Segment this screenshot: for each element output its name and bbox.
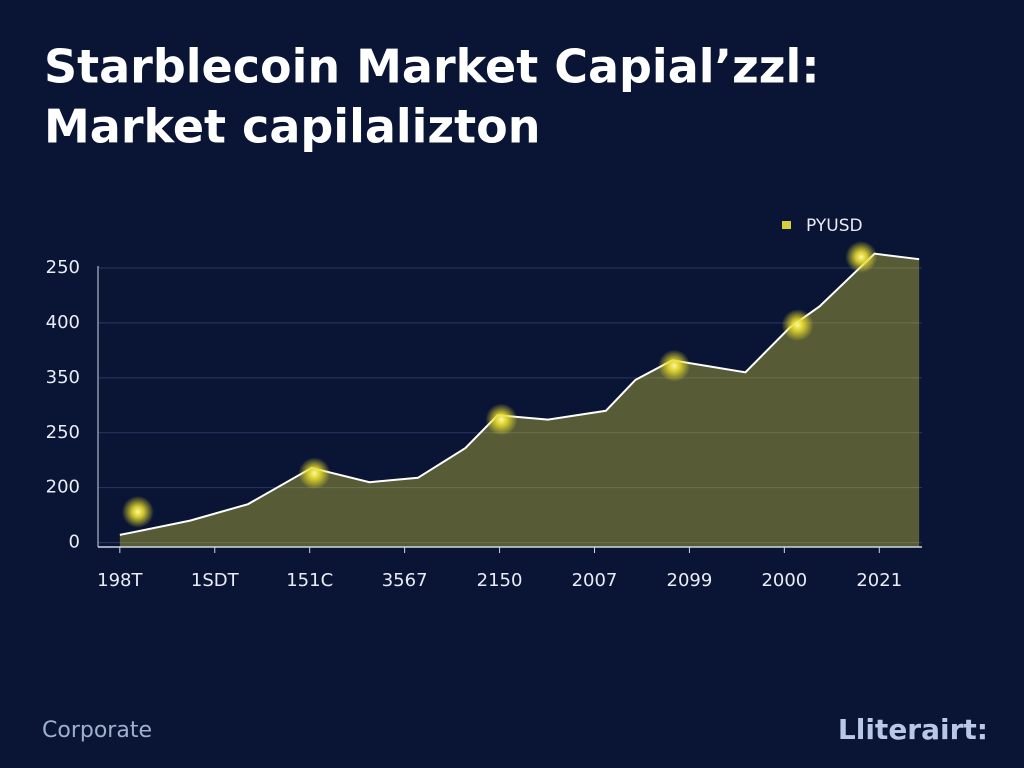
x-tick-label: 2007 — [572, 570, 618, 591]
y-tick-label: 250 — [46, 422, 80, 443]
x-tick-label: 151C — [286, 570, 333, 591]
x-tick-label: 2021 — [856, 570, 902, 591]
y-tick-label: 200 — [46, 477, 80, 498]
chart-title: Starblecoin Market Capial’zzl: — [44, 40, 820, 94]
highlight-marker — [845, 240, 878, 273]
y-tick-label: 0 — [69, 532, 80, 553]
x-tick-label: 2099 — [667, 570, 713, 591]
footer: Corporate — [42, 718, 152, 743]
x-tick-label: 3567 — [382, 570, 428, 591]
brand-logo: Lliterairt: — [838, 713, 988, 746]
highlight-marker — [658, 349, 691, 382]
area — [119, 253, 920, 548]
x-tick-label: 2150 — [477, 570, 523, 591]
highlight-marker — [121, 495, 154, 528]
highlight-marker — [485, 403, 518, 436]
y-tick-label: 400 — [46, 312, 80, 333]
y-tick-label: 350 — [46, 367, 80, 388]
legend-swatch — [782, 221, 791, 229]
highlight-marker — [781, 309, 814, 342]
x-tick-label: 1SDT — [191, 570, 240, 591]
y-tick-label: 250 — [46, 257, 80, 278]
highlight-marker — [298, 457, 331, 490]
x-tick-label: 198T — [97, 570, 143, 591]
chart-subtitle: Market capilalizton — [44, 100, 541, 154]
legend-label: PYUSD — [806, 216, 863, 236]
x-tick-label: 2000 — [761, 570, 807, 591]
